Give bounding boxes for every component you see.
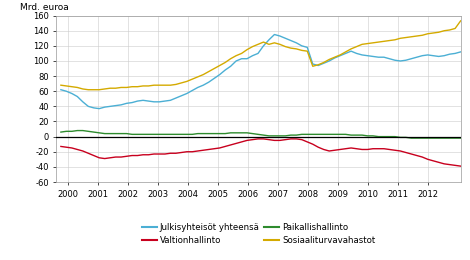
Legend: Julkisyhteisöt yhteensä, Valtionhallinto, Paikallishallinto, Sosiaaliturvavahast: Julkisyhteisöt yhteensä, Valtionhallinto… (141, 223, 376, 245)
Text: Mrd. euroa: Mrd. euroa (20, 3, 69, 12)
